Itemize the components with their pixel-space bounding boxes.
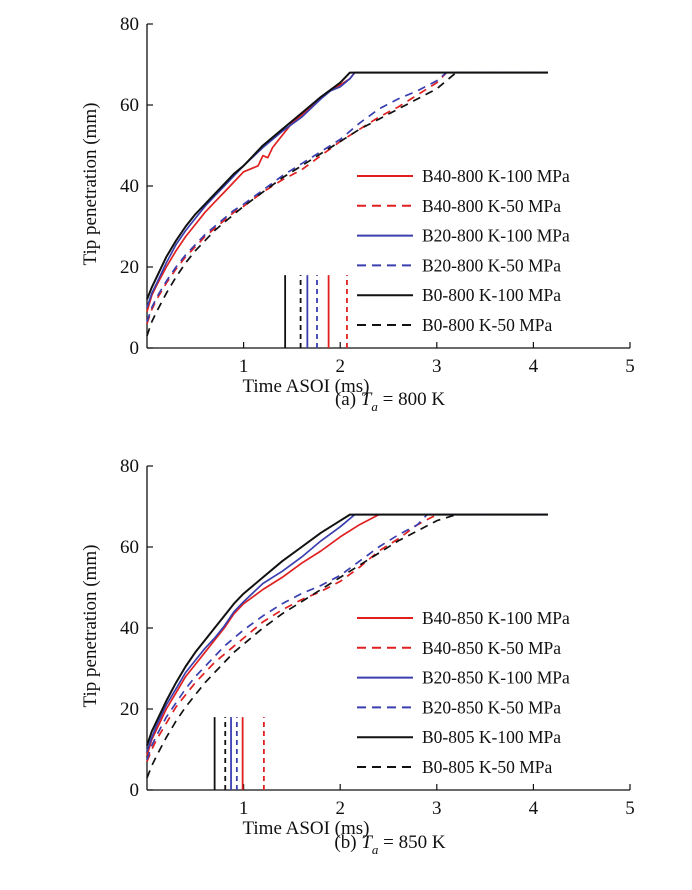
- x-tick-label: 5: [625, 798, 635, 819]
- legend-label: B0-800 K-100 MPa: [422, 285, 561, 305]
- y-tick-label: 0: [130, 338, 140, 359]
- x-tick-label: 3: [432, 356, 442, 377]
- y-tick-label: 80: [120, 456, 139, 477]
- x-tick-label: 3: [432, 798, 442, 819]
- x-tick-label: 4: [529, 798, 539, 819]
- x-tick-label: 1: [239, 356, 249, 377]
- caption-suffix: = 800 K: [378, 389, 445, 410]
- legend-label: B20-850 K-100 MPa: [422, 668, 570, 688]
- y-tick-label: 60: [120, 95, 139, 116]
- x-tick-label: 5: [625, 356, 635, 377]
- series-line-b40-850-k-100-mpa: [147, 515, 548, 756]
- legend-label: B0-800 K-50 MPa: [422, 315, 553, 335]
- figure-caption: (a) Ta = 800 K: [335, 389, 445, 414]
- caption-prefix: (b): [334, 832, 361, 853]
- legend-label: B40-850 K-50 MPa: [422, 638, 561, 658]
- y-tick-label: 60: [120, 537, 139, 558]
- y-tick-label: 40: [120, 618, 139, 639]
- y-tick-label: 20: [120, 257, 139, 278]
- figure-caption: (b) Ta = 850 K: [334, 832, 445, 857]
- legend-label: B40-850 K-100 MPa: [422, 608, 570, 628]
- legend-label: B20-800 K-50 MPa: [422, 255, 561, 275]
- y-tick-label: 20: [120, 699, 139, 720]
- x-tick-label: 2: [335, 356, 345, 377]
- legend-label: B40-800 K-100 MPa: [422, 166, 570, 186]
- x-tick-label: 2: [335, 798, 345, 819]
- caption-prefix: (a): [335, 389, 361, 410]
- legend-label: B0-805 K-100 MPa: [422, 727, 561, 747]
- x-tick-label: 4: [529, 356, 539, 377]
- legend-label: B0-805 K-50 MPa: [422, 757, 553, 777]
- figure: 0204060801 2 3 4 5Time ASOI (ms)Tip penetrat…: [0, 0, 692, 890]
- y-tick-label: 40: [120, 176, 139, 197]
- y-tick-label: 80: [120, 14, 139, 35]
- legend-label: B20-800 K-100 MPa: [422, 226, 570, 246]
- caption-suffix: = 850 K: [378, 832, 445, 853]
- y-axis-label: Tip penetration (mm): [80, 545, 101, 708]
- y-axis-label: Tip penetration (mm): [80, 103, 101, 266]
- y-tick-label: 0: [130, 780, 140, 801]
- legend-label: B20-850 K-50 MPa: [422, 697, 561, 717]
- x-tick-label: 1: [239, 798, 249, 819]
- legend-label: B40-800 K-50 MPa: [422, 196, 561, 216]
